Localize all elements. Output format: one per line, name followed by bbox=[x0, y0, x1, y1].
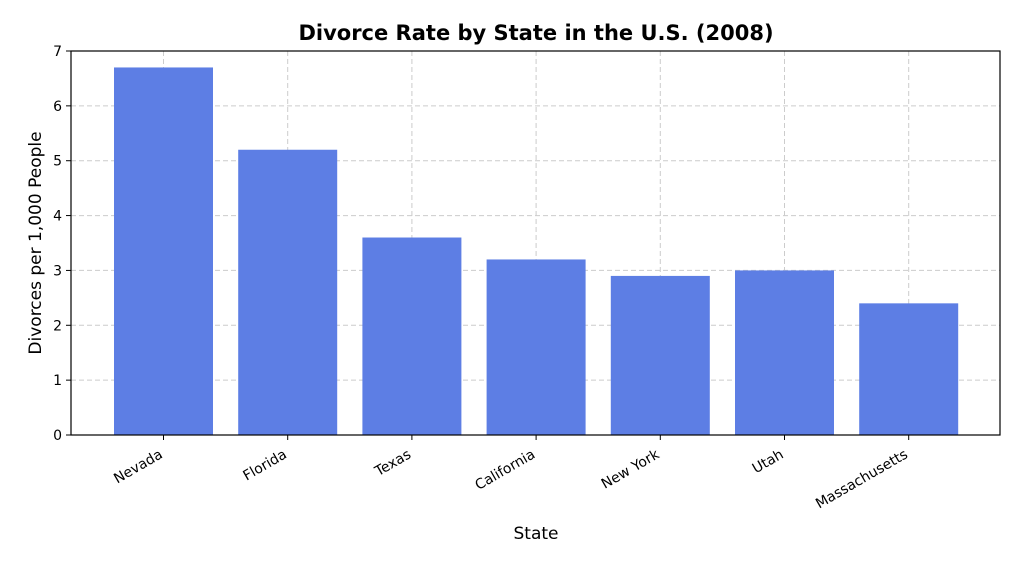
bar-new-york bbox=[610, 275, 710, 435]
y-tick-label: 3 bbox=[53, 263, 62, 279]
chart-title: Divorce Rate by State in the U.S. (2008) bbox=[298, 21, 773, 45]
x-tick-label: Massachusetts bbox=[813, 447, 911, 513]
y-tick-label: 7 bbox=[53, 44, 62, 60]
bars bbox=[114, 67, 959, 435]
y-axis-ticks: 0 1 2 3 4 5 6 7 bbox=[53, 44, 71, 444]
x-tick-label: Nevada bbox=[111, 447, 165, 488]
x-tick-label: California bbox=[473, 447, 539, 494]
bar-utah bbox=[735, 270, 834, 435]
y-tick-label: 6 bbox=[53, 99, 62, 115]
y-tick-label: 5 bbox=[53, 154, 62, 170]
y-tick-label: 0 bbox=[53, 428, 62, 444]
x-tick-label: Florida bbox=[240, 447, 289, 485]
y-tick-label: 4 bbox=[53, 209, 62, 225]
y-tick-label: 2 bbox=[53, 318, 62, 334]
x-tick-label: Texas bbox=[372, 447, 414, 481]
bar-texas bbox=[362, 237, 462, 435]
bar-massachusetts bbox=[859, 303, 959, 435]
x-axis-label: State bbox=[514, 524, 559, 544]
y-tick-label: 1 bbox=[53, 373, 62, 389]
plot-frame bbox=[70, 50, 1001, 436]
x-axis-ticks: Nevada Florida Texas California New York Utah… bbox=[111, 435, 911, 513]
y-axis-label: Divorces per 1,000 People bbox=[26, 131, 46, 354]
x-tick-label: New York bbox=[599, 446, 663, 492]
bar-nevada bbox=[114, 67, 213, 435]
x-tick-label: Utah bbox=[750, 447, 787, 477]
bar-florida bbox=[238, 149, 338, 435]
bar-california bbox=[486, 259, 586, 435]
